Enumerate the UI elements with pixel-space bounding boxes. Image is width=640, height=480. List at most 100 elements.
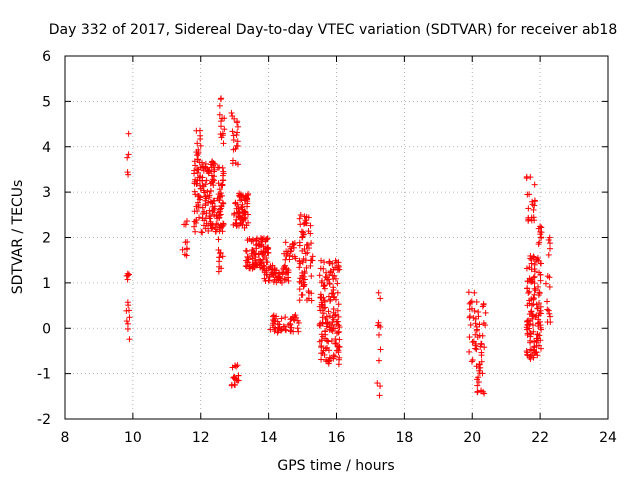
data-point [216, 111, 223, 118]
data-point [219, 115, 226, 122]
data-point [220, 221, 227, 228]
data-point [316, 321, 323, 328]
data-point [466, 306, 473, 313]
data-point [126, 307, 133, 314]
data-point [261, 275, 268, 282]
data-point [198, 159, 205, 166]
data-point [474, 388, 481, 395]
data-point [280, 265, 287, 272]
data-point [300, 255, 307, 262]
data-point [287, 321, 294, 328]
data-point [547, 313, 554, 320]
data-point [182, 239, 189, 246]
y-tick-label: -2 [37, 412, 51, 428]
data-point [472, 340, 479, 347]
data-point [476, 361, 483, 368]
data-point [230, 374, 237, 381]
data-point [191, 178, 198, 185]
data-point [245, 254, 252, 261]
data-point [322, 273, 329, 280]
data-point [202, 160, 209, 167]
data-point [377, 383, 384, 390]
y-tick-label: 0 [42, 321, 51, 337]
data-point [331, 293, 338, 300]
data-point [208, 225, 215, 232]
data-point [279, 269, 286, 276]
data-point [217, 206, 224, 213]
data-point [533, 348, 540, 355]
data-point [235, 213, 242, 220]
data-point [296, 278, 303, 285]
data-point [318, 294, 325, 301]
data-point [236, 192, 243, 199]
x-tick-labels: 8 10 12 14 16 18 20 22 24 [61, 430, 617, 446]
data-point [527, 331, 534, 338]
data-point [193, 149, 200, 156]
data-point [527, 355, 534, 362]
data-point [234, 129, 241, 136]
data-point [124, 299, 131, 306]
data-point [482, 322, 489, 329]
data-point [330, 352, 337, 359]
x-tick-label: 14 [260, 430, 278, 446]
data-point [320, 305, 327, 312]
data-point [527, 333, 534, 340]
data-point [476, 370, 483, 377]
data-point [221, 126, 228, 133]
data-point [476, 321, 483, 328]
data-point [281, 323, 288, 330]
data-point [325, 276, 332, 283]
y-tick-label: 2 [42, 231, 51, 247]
data-point [480, 300, 487, 307]
data-point [296, 264, 303, 271]
data-point [202, 215, 209, 222]
data-point [258, 236, 265, 243]
data-point [469, 339, 476, 346]
data-point [527, 339, 534, 346]
data-point [234, 161, 241, 168]
data-point [524, 285, 531, 292]
data-point [296, 297, 303, 304]
data-point [193, 166, 200, 173]
data-point [242, 262, 249, 269]
data-point [284, 269, 291, 276]
y-tick-label: 6 [42, 49, 51, 65]
data-point [213, 220, 220, 227]
data-point [216, 215, 223, 222]
data-point [524, 191, 531, 198]
data-point [193, 217, 200, 224]
data-point [531, 202, 538, 209]
data-point [538, 229, 545, 236]
data-point [326, 258, 333, 265]
data-point [326, 323, 333, 330]
data-point [295, 328, 302, 335]
data-point [481, 390, 488, 397]
data-point [207, 221, 214, 228]
data-point [534, 305, 541, 312]
data-point [529, 322, 536, 329]
data-point [218, 192, 225, 199]
data-point [291, 253, 298, 260]
data-point [468, 298, 475, 305]
data-point [547, 245, 554, 252]
data-point [233, 119, 240, 126]
data-point [296, 215, 303, 222]
data-point [200, 167, 207, 174]
data-point [234, 362, 241, 369]
data-point [286, 243, 293, 250]
data-point [465, 289, 472, 296]
data-point [206, 213, 213, 220]
data-point [528, 214, 535, 221]
data-point [244, 237, 251, 244]
data-point [125, 130, 132, 137]
data-point [273, 274, 280, 281]
data-point [219, 253, 226, 260]
data-point [278, 315, 285, 322]
data-point [535, 257, 542, 264]
data-point [332, 264, 339, 271]
x-tick-label: 12 [192, 430, 210, 446]
data-point [193, 203, 200, 210]
data-point [325, 338, 332, 345]
data-point [530, 206, 537, 213]
data-point [217, 205, 224, 212]
